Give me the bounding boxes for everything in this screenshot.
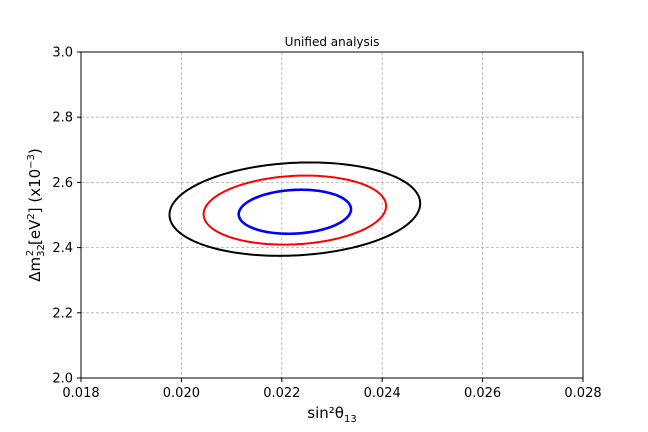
y-axis-label: Δm322 [eV2] (x10−3) [25,148,47,282]
y-axis-label-sup: 2 [25,250,36,256]
y-axis-label-unit-sup: 2 [26,213,37,219]
x-tick-label-2: 0.022 [263,386,300,401]
axis-ticks: 0.018 0.020 0.022 0.024 0.026 0.028 2.0 2.2 2.4 2… [52,46,601,402]
y-axis-label-prefix: Δm [26,257,44,282]
contour-line-0 [168,161,422,257]
y-axis-label-unit-close: ] (x10 [26,169,44,213]
contour-line-2 [237,188,353,236]
x-tick-label-0: 0.018 [62,386,99,401]
x-axis-label: sin²θ13 [307,404,356,425]
x-tick-label-3: 0.024 [364,386,401,401]
x-tick-label-5: 0.028 [564,386,601,401]
y-tick-label-1: 2.2 [52,306,73,321]
y-axis-label-unit: [eV [26,219,44,250]
y-axis-label-sub: 32 [36,244,47,257]
x-axis-label-main: sin²θ [307,404,344,422]
plot-frame [80,51,584,379]
chart-title: Unified analysis [285,35,380,49]
x-tick-label-4: 0.026 [464,386,501,401]
contour-line-1 [202,174,388,246]
y-tick-label-3: 2.6 [52,176,73,191]
x-axis-label-sub: 13 [344,414,357,425]
y-tick-label-0: 2.0 [52,372,73,387]
contour-series [168,161,422,257]
x-tick-label-1: 0.020 [163,386,200,401]
grid-lines [80,51,584,379]
y-axis-label-close: ) [26,148,44,154]
y-tick-label-2: 2.4 [52,241,73,256]
y-tick-label-5: 3.0 [52,46,73,61]
y-tick-label-4: 2.8 [52,111,73,126]
y-axis-label-exp: −3 [26,154,37,169]
